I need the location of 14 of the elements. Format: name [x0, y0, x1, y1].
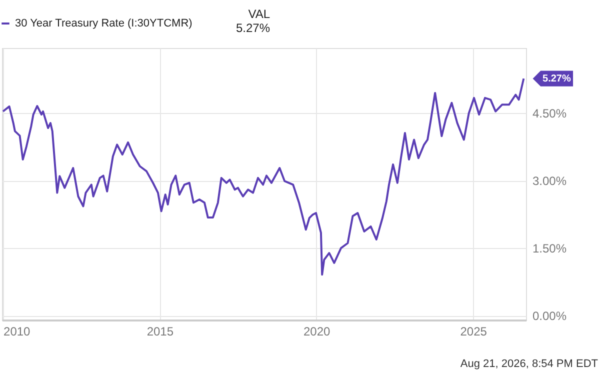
- x-tick-label: 2010: [4, 324, 31, 338]
- text: VAL: [248, 7, 270, 21]
- y-tick-label: 0.00%: [532, 309, 567, 324]
- annotation: 5.27%: [542, 74, 571, 85]
- line-series: [2, 78, 525, 276]
- y-tick-label: 3.00%: [532, 174, 567, 188]
- y-tick-label: 4.50%: [532, 106, 567, 121]
- x-tick-label: 2015: [146, 324, 174, 338]
- legend-label: 30 Year Treasury Rate (I:30YTCMR): [15, 18, 192, 30]
- text: Aug 21, 2026, 8:54 PM EDT: [460, 358, 598, 370]
- text: 5.27%: [236, 21, 270, 35]
- x-tick-label: 2025: [460, 324, 488, 338]
- x-tick-label: 2020: [303, 324, 330, 338]
- y-tick-label: 1.50%: [532, 242, 567, 256]
